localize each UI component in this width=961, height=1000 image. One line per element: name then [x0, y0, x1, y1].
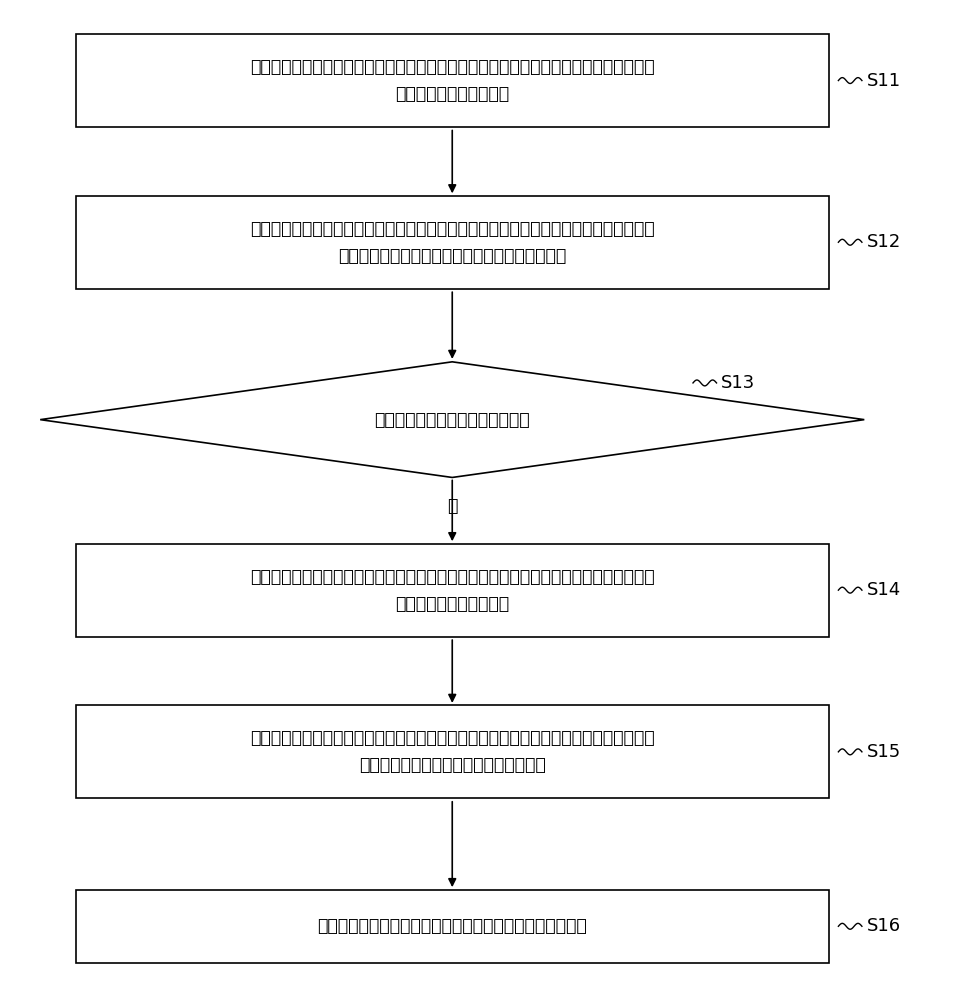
- Bar: [76, 544, 829, 637]
- Polygon shape: [40, 362, 864, 477]
- Bar: [76, 196, 829, 289]
- Text: S14: S14: [867, 581, 900, 599]
- Text: S16: S16: [867, 917, 900, 935]
- Text: S13: S13: [722, 374, 755, 392]
- Text: 根据预测充电电荷量和电荷平均值评估动力电池的健康状况: 根据预测充电电荷量和电荷平均值评估动力电池的健康状况: [317, 917, 587, 935]
- Text: S15: S15: [867, 743, 900, 761]
- Text: 当动力电池在每次充电过程中达到预设中止充电条件时，则获取动力电池每次在从预设充
电状态达到预设中止充电条件时的目标充电电荷量: 当动力电池在每次充电过程中达到预设中止充电条件时，则获取动力电池每次在从预设充 …: [250, 220, 654, 265]
- Bar: [76, 890, 829, 963]
- Text: 从目标充电电荷量中筛选符合预设筛选条件的充电电荷量，得到筛选电荷量组，并获取筛
选电荷量组的电荷平均值: 从目标充电电荷量中筛选符合预设筛选条件的充电电荷量，得到筛选电荷量组，并获取筛 …: [250, 568, 654, 613]
- Text: S11: S11: [867, 72, 900, 90]
- Bar: [76, 34, 829, 127]
- Text: 判断目标温度是否在预设范围之内: 判断目标温度是否在预设范围之内: [375, 411, 530, 429]
- Bar: [76, 705, 829, 798]
- Text: 利用充电桩获取目标电动汽车的动力电池在每次充电过程中动力电池的充电电荷量达到预
设充电状态时的目标温度: 利用充电桩获取目标电动汽车的动力电池在每次充电过程中动力电池的充电电荷量达到预 …: [250, 58, 654, 103]
- Text: 是: 是: [447, 497, 457, 515]
- Text: 利用目标充电电荷量拟合动力电池的充电模型，并根据充电模型确定动力电池在第目标次
数时的充电电荷量，得到预测充电电荷量: 利用目标充电电荷量拟合动力电池的充电模型，并根据充电模型确定动力电池在第目标次 …: [250, 729, 654, 774]
- Text: S12: S12: [867, 233, 900, 251]
